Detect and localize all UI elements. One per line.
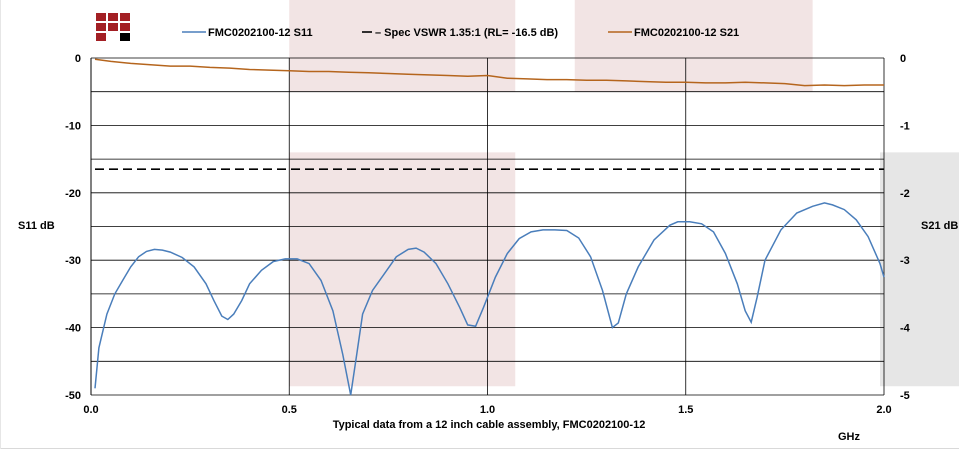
legend-label-2: – Spec VSWR 1.35:1 (RL= -16.5 dB)	[375, 27, 558, 39]
y-left-tick-label: -20	[65, 188, 81, 200]
legend: FMC0202100-12 S11 – Spec VSWR 1.35:1 (RL=…	[182, 27, 739, 39]
x-axis-unit: GHz	[838, 431, 861, 443]
highlight-band-4	[880, 152, 959, 387]
y-right-tick-label: -4	[900, 323, 911, 335]
x-tick-label: 0.0	[83, 404, 98, 416]
y-left-tick-label: -30	[65, 255, 81, 267]
y-right-tick-label: 0	[900, 53, 906, 65]
x-axis-title: Typical data from a 12 inch cable assemb…	[333, 419, 646, 431]
y-right-tick-label: -1	[900, 120, 910, 132]
y-left-tick-label: -10	[65, 120, 81, 132]
y-right-tick-label: -2	[900, 188, 910, 200]
x-tick-label: 0.5	[282, 404, 297, 416]
y-left-tick-label: -40	[65, 323, 81, 335]
y-left-tick-label: 0	[75, 53, 81, 65]
left-border	[0, 0, 1, 449]
y-right-tick-label: -5	[900, 390, 910, 402]
x-tick-label: 1.0	[480, 404, 495, 416]
legend-label-3: FMC0202100-12 S21	[634, 27, 739, 39]
highlight-band-1	[289, 152, 516, 387]
series-line-1	[94, 202, 885, 396]
y-left-tick-label: -50	[65, 390, 81, 402]
x-tick-label: 1.5	[678, 404, 693, 416]
highlight-band-2	[289, 0, 516, 92]
highlight-band-3	[574, 0, 813, 92]
gridlines	[90, 57, 885, 396]
series-line-3	[94, 58, 884, 87]
x-tick-label: 2.0	[876, 404, 891, 416]
series-lines	[94, 58, 885, 396]
tick-labels: 0 -10 -20 -30 -40 -50 0 -1 -2 -3 -4 -5 0.0 0.5 1.0 1.5 2…	[65, 53, 911, 416]
y-axis-right-title: S21 dB	[921, 220, 958, 232]
y-axis-left-title: S11 dB	[18, 220, 55, 232]
y-right-tick-label: -3	[900, 255, 910, 267]
company-logo-icon	[96, 13, 130, 41]
highlight-bands	[289, 0, 959, 387]
legend-label-1: FMC0202100-12 S11	[208, 27, 313, 39]
